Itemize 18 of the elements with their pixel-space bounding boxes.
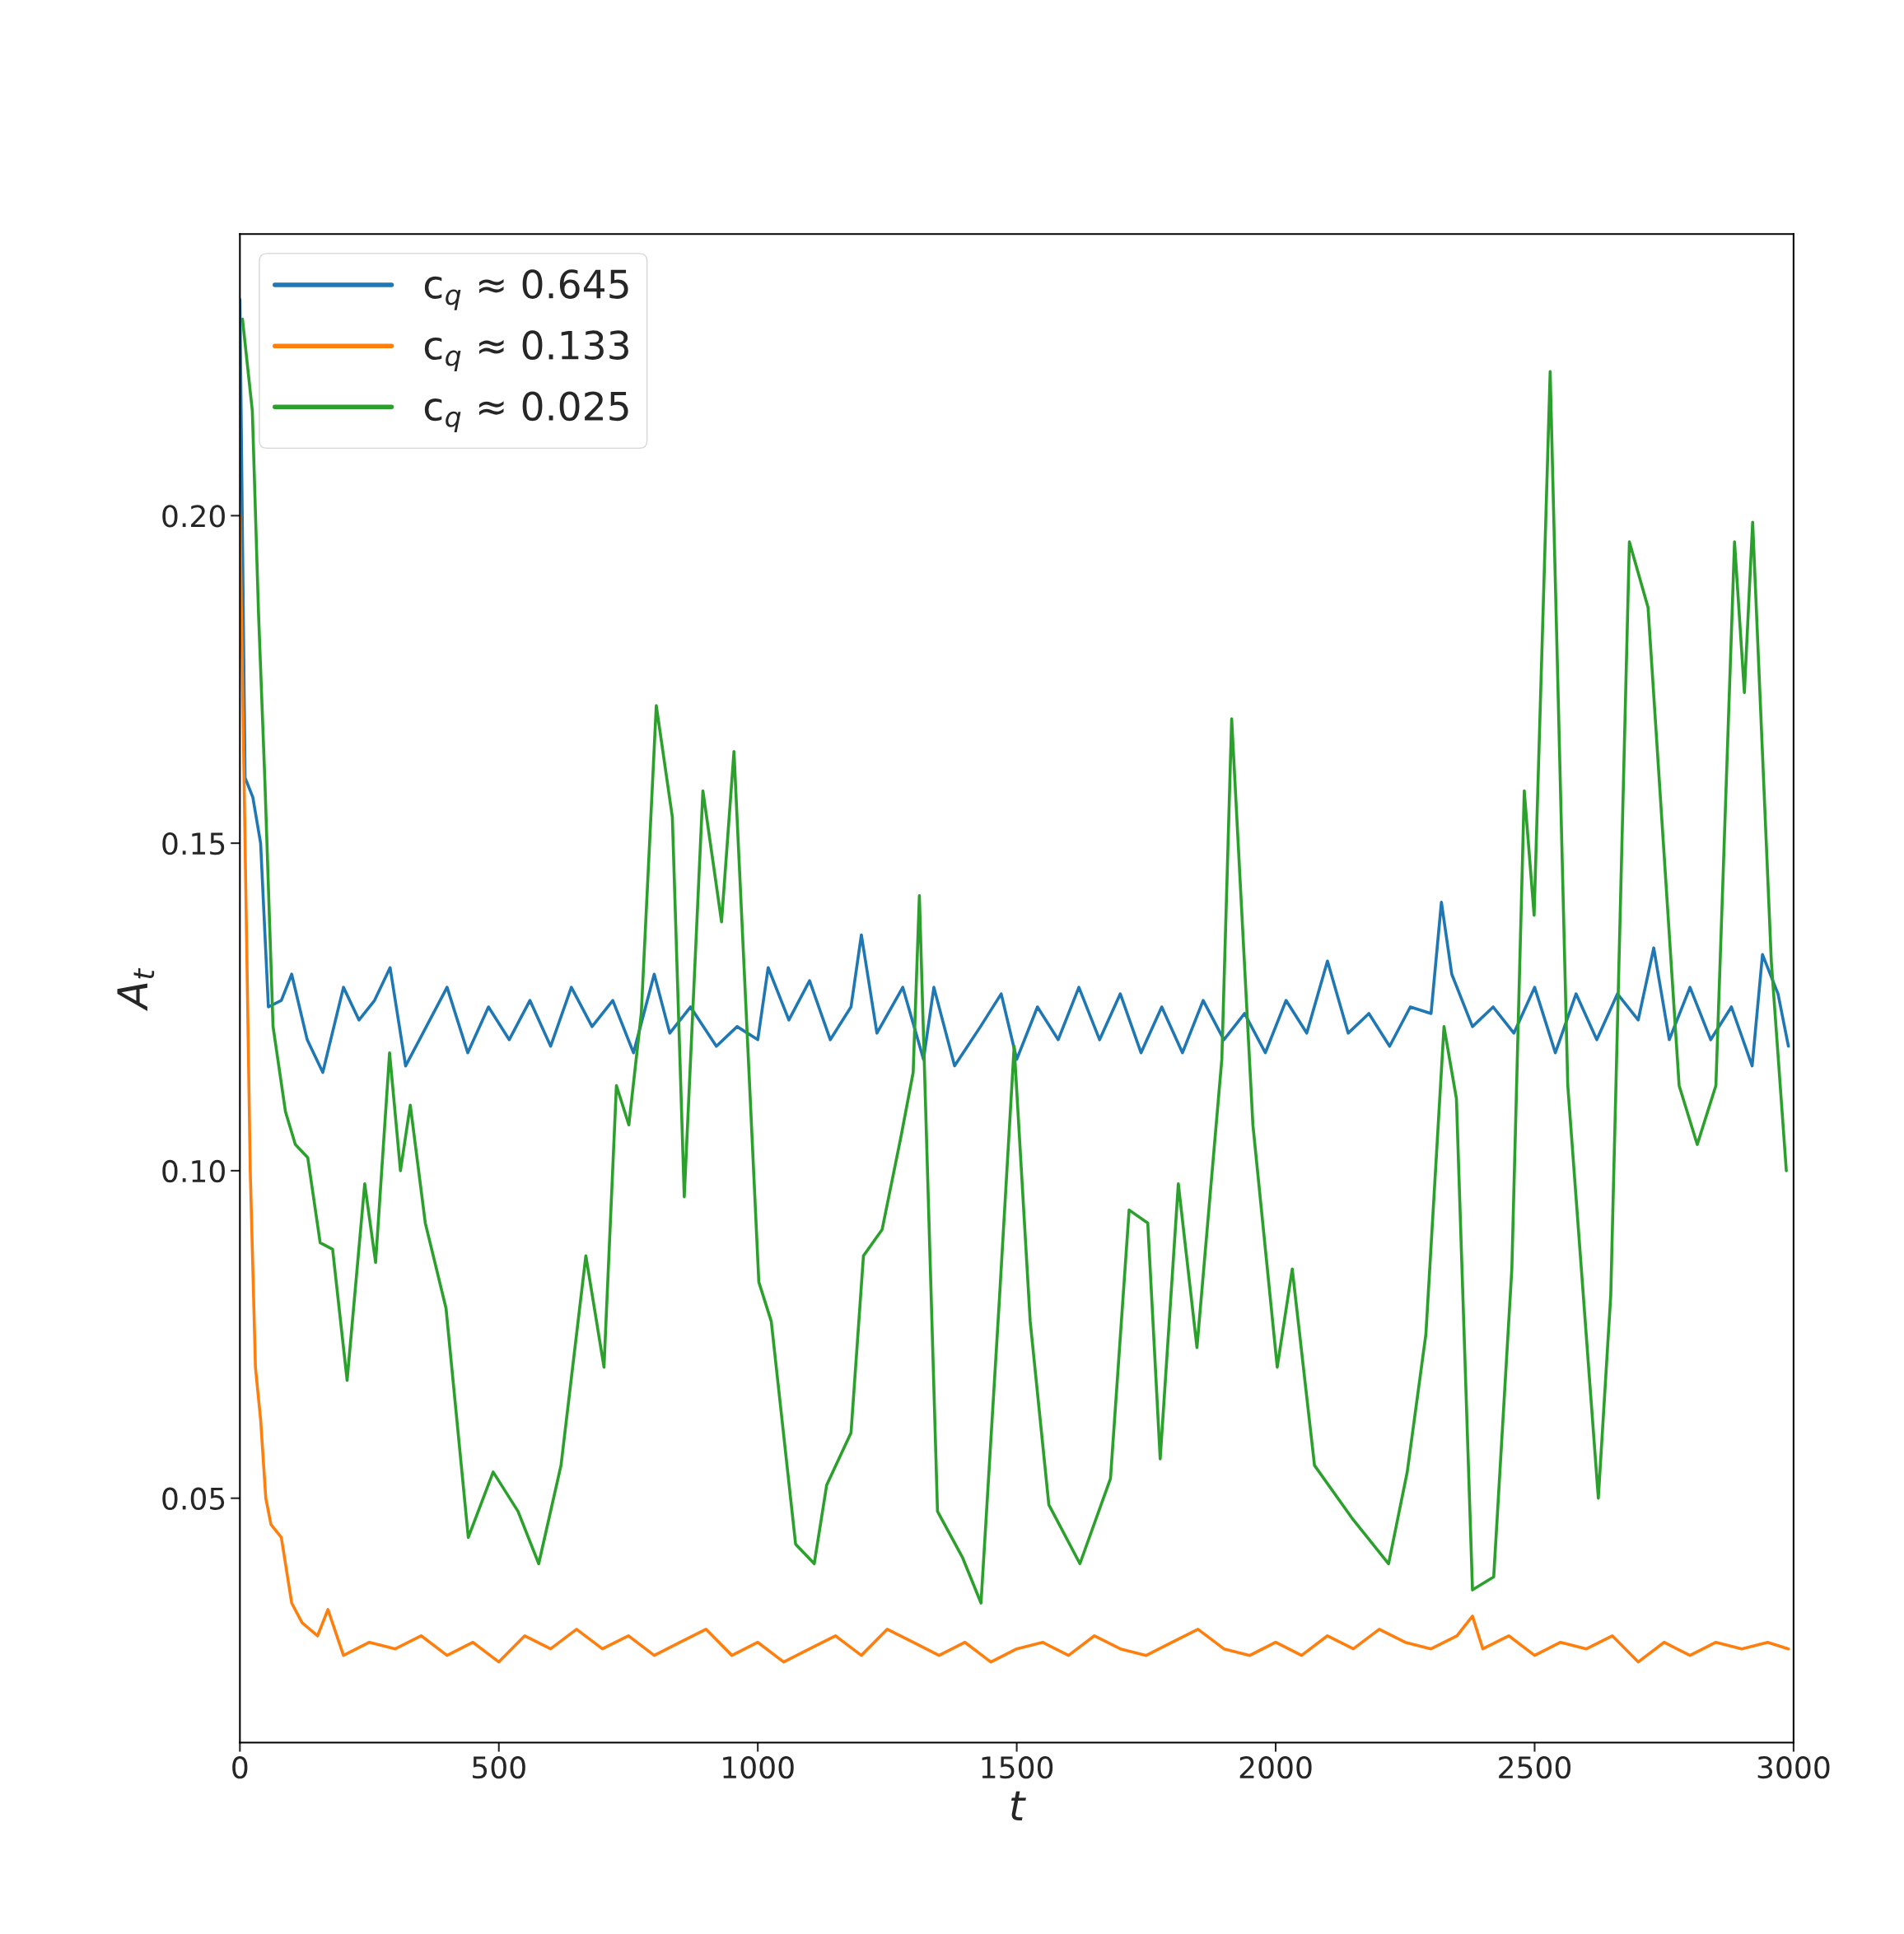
legend-label: c$_{q}$ ≈ 0.025 bbox=[424, 391, 628, 433]
x-tick-label: 1000 bbox=[723, 1756, 794, 1779]
legend-label: c$_{q}$ ≈ 0.645 bbox=[424, 269, 628, 310]
x-tick-label: 0 bbox=[232, 1756, 248, 1779]
y-tick-label: 0.05 bbox=[162, 1487, 225, 1510]
x-tick-label: 2000 bbox=[1239, 1756, 1312, 1779]
line-series bbox=[240, 317, 1788, 1605]
legend-label: c$_{q}$ ≈ 0.133 bbox=[424, 330, 628, 371]
x-axis-title: t bbox=[1011, 1791, 1026, 1820]
x-tick-label: 1500 bbox=[982, 1756, 1053, 1779]
y-tick-label: 0.15 bbox=[162, 832, 225, 855]
y-tick-label: 0.20 bbox=[162, 505, 225, 528]
x-tick-label: 2500 bbox=[1499, 1756, 1571, 1779]
x-tick-label: 500 bbox=[473, 1756, 525, 1779]
y-tick-label: 0.10 bbox=[162, 1159, 225, 1183]
y-axis-title: A$_{t}$ bbox=[117, 967, 155, 1011]
x-tick-label: 3000 bbox=[1757, 1756, 1830, 1779]
line-series bbox=[240, 514, 1790, 1664]
